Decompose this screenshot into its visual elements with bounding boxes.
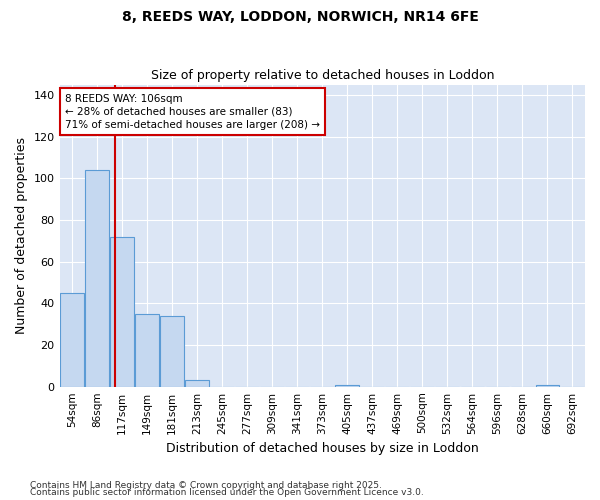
Bar xyxy=(60,293,84,386)
Title: Size of property relative to detached houses in Loddon: Size of property relative to detached ho… xyxy=(151,69,494,82)
Bar xyxy=(135,314,159,386)
Text: Contains HM Land Registry data © Crown copyright and database right 2025.: Contains HM Land Registry data © Crown c… xyxy=(30,480,382,490)
Text: 8, REEDS WAY, LODDON, NORWICH, NR14 6FE: 8, REEDS WAY, LODDON, NORWICH, NR14 6FE xyxy=(122,10,478,24)
X-axis label: Distribution of detached houses by size in Loddon: Distribution of detached houses by size … xyxy=(166,442,479,455)
Text: Contains public sector information licensed under the Open Government Licence v3: Contains public sector information licen… xyxy=(30,488,424,497)
Bar xyxy=(110,236,134,386)
Y-axis label: Number of detached properties: Number of detached properties xyxy=(15,137,28,334)
Bar xyxy=(85,170,109,386)
Bar xyxy=(335,384,359,386)
Bar xyxy=(536,384,559,386)
Bar xyxy=(185,380,209,386)
Bar xyxy=(160,316,184,386)
Text: 8 REEDS WAY: 106sqm
← 28% of detached houses are smaller (83)
71% of semi-detach: 8 REEDS WAY: 106sqm ← 28% of detached ho… xyxy=(65,94,320,130)
